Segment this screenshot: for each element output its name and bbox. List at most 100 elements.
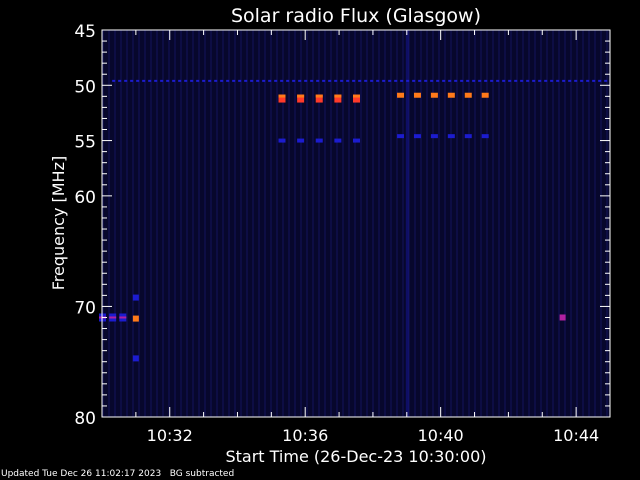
continuum-band-segment bbox=[526, 79, 530, 82]
continuum-band-segment bbox=[268, 79, 272, 82]
y-axis: 45 50 55 60 70 80 bbox=[74, 22, 610, 429]
y-tick-label: 55 bbox=[74, 133, 96, 153]
continuum-band-segment bbox=[520, 79, 524, 82]
burst-dash bbox=[315, 138, 323, 143]
burst-dash bbox=[481, 134, 489, 139]
continuum-band-segment bbox=[604, 79, 608, 82]
continuum-band-segment bbox=[196, 79, 200, 82]
continuum-band-segment bbox=[292, 79, 296, 82]
burst-dash-highlight bbox=[278, 94, 286, 98]
y-axis-label: Frequency [MHz] bbox=[49, 156, 68, 290]
continuum-band-segment bbox=[568, 79, 572, 82]
plot-border bbox=[101, 29, 611, 418]
continuum-band-segment bbox=[532, 79, 536, 82]
continuum-band-segment bbox=[370, 79, 374, 82]
y-tick-label: 45 bbox=[74, 22, 96, 42]
continuum-band-segment bbox=[490, 79, 494, 82]
continuum-band-segment bbox=[142, 79, 146, 82]
x-tick-label: 10:44 bbox=[553, 426, 599, 445]
x-tick-label: 10:40 bbox=[418, 426, 464, 445]
continuum-band-segment bbox=[136, 79, 140, 82]
y-tick-label: 60 bbox=[74, 188, 96, 208]
continuum-band-segment bbox=[202, 79, 206, 82]
continuum-band-segment bbox=[424, 79, 428, 82]
continuum-band-segment bbox=[394, 79, 398, 82]
continuum-band-segment bbox=[184, 79, 188, 82]
burst-dash bbox=[353, 94, 360, 103]
continuum-band-segment bbox=[574, 79, 578, 82]
burst-dash bbox=[464, 134, 472, 139]
continuum-band-segment bbox=[508, 79, 512, 82]
continuum-band-segment bbox=[352, 79, 356, 82]
x-tick-label: 10:32 bbox=[147, 426, 193, 445]
continuum-band-segment bbox=[334, 79, 338, 82]
burst-dash bbox=[278, 138, 286, 143]
continuum-band-segment bbox=[562, 79, 566, 82]
y-tick-label: 80 bbox=[74, 409, 96, 429]
burst-dash bbox=[334, 94, 342, 103]
continuum-band-segment bbox=[478, 79, 482, 82]
continuum-band-segment bbox=[496, 79, 500, 82]
continuum-band-segment bbox=[466, 79, 470, 82]
plot-area-fill bbox=[102, 30, 610, 417]
burst-dash bbox=[413, 134, 421, 139]
burst-spot bbox=[132, 355, 139, 362]
continuum-band-segment bbox=[286, 79, 290, 82]
burst-dash bbox=[278, 94, 286, 103]
continuum-band-segment bbox=[190, 79, 194, 82]
burst-dash bbox=[413, 92, 421, 98]
continuum-band-segment bbox=[262, 79, 266, 82]
continuum-band-segment bbox=[340, 79, 344, 82]
plot-background bbox=[102, 30, 610, 417]
continuum-band-segment bbox=[118, 79, 122, 82]
continuum-band-segment bbox=[430, 79, 434, 82]
continuum-band-segment bbox=[220, 79, 224, 82]
burst-spot bbox=[132, 294, 139, 301]
continuum-band-segment bbox=[166, 79, 170, 82]
continuum-band-segment bbox=[448, 79, 452, 82]
continuum-band-segment bbox=[592, 79, 596, 82]
burst-dash-core bbox=[109, 316, 117, 319]
burst-dash bbox=[447, 134, 455, 139]
burst-dash-highlight bbox=[297, 94, 305, 98]
burst-dash bbox=[430, 134, 438, 139]
burst-dash bbox=[353, 138, 360, 143]
continuum-band-segment bbox=[388, 79, 392, 82]
continuum-band-segment bbox=[400, 79, 404, 82]
burst-dash bbox=[297, 94, 305, 103]
continuum-band-segment bbox=[310, 79, 314, 82]
continuum-band-segment bbox=[256, 79, 260, 82]
continuum-band-segment bbox=[544, 79, 548, 82]
continuum-band-segment bbox=[514, 79, 518, 82]
continuum-band-segment bbox=[376, 79, 380, 82]
burst-dash bbox=[334, 138, 342, 143]
continuum-band-segment bbox=[160, 79, 164, 82]
continuum-band-segment bbox=[418, 79, 422, 82]
continuum-band-segment bbox=[460, 79, 464, 82]
continuum-band-segment bbox=[502, 79, 506, 82]
continuum-band-segment bbox=[484, 79, 488, 82]
continuum-band-segment bbox=[178, 79, 182, 82]
chart-title: Solar radio Flux (Glasgow) bbox=[231, 5, 481, 27]
continuum-band-segment bbox=[442, 79, 446, 82]
continuum-band-segment bbox=[538, 79, 542, 82]
burst-dash-highlight bbox=[334, 94, 342, 98]
continuum-band-segment bbox=[250, 79, 254, 82]
continuum-band-segment bbox=[316, 79, 320, 82]
continuum-band-segment bbox=[226, 79, 230, 82]
continuum-band-segment bbox=[232, 79, 236, 82]
update-footer: Updated Tue Dec 26 11:02:17 2023 BG subt… bbox=[1, 469, 235, 479]
continuum-band-segment bbox=[364, 79, 368, 82]
y-tick-label: 50 bbox=[74, 77, 96, 97]
continuum-band-segment bbox=[322, 79, 326, 82]
continuum-band-segment bbox=[148, 79, 152, 82]
burst-dash bbox=[481, 92, 489, 98]
burst-features bbox=[99, 30, 608, 417]
broadband-streak bbox=[405, 30, 409, 417]
continuum-band-segment bbox=[358, 79, 362, 82]
plot-frame bbox=[101, 29, 611, 418]
continuum-band-segment bbox=[580, 79, 584, 82]
x-axis: 10:32 10:36 10:40 10:44 bbox=[135, 30, 599, 445]
continuum-band-segment bbox=[436, 79, 440, 82]
